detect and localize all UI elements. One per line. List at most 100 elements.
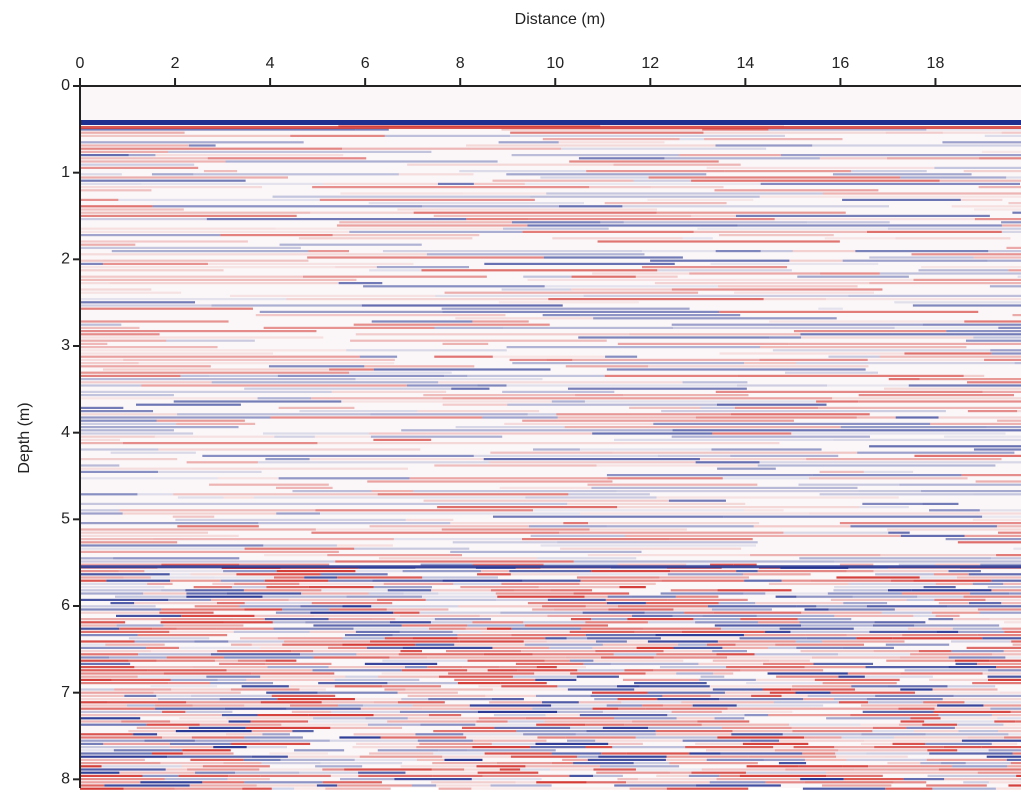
reflection [157,470,262,473]
reflection [448,672,535,675]
reflection [520,768,551,771]
reflection [580,314,741,317]
reflection [977,608,1021,611]
reflection [567,387,747,390]
reflection [146,723,200,726]
reflection [103,259,309,262]
reflection [717,467,776,470]
reflection [80,678,112,681]
reflection [1008,269,1021,272]
x-tick-label: 12 [641,55,659,72]
reflection [798,483,900,486]
reflection [251,643,283,646]
reflection [282,643,343,646]
reflection [470,707,533,710]
reflection [380,736,467,739]
reflection [299,771,359,774]
reflection [948,570,981,573]
reflection [244,602,289,605]
reflection [950,640,1012,643]
reflection [781,694,808,697]
reflection [991,714,1021,717]
reflection [80,659,129,662]
reflection [484,262,675,265]
reflection [255,314,506,317]
reflection [592,707,619,710]
reflection [420,563,473,566]
reflection [785,768,855,771]
reflection [775,595,797,598]
reflection [569,630,635,633]
reflection [803,698,834,701]
reflection [565,365,649,368]
reflection [268,365,365,368]
reflection [806,458,1002,461]
reflection [157,698,220,701]
reflection [617,698,658,701]
reflection [596,464,758,467]
reflection [551,704,607,707]
reflection [113,557,240,560]
reflection [545,714,580,717]
reflection [860,704,938,707]
reflection [715,390,983,393]
reflection [667,598,748,601]
reflection [185,589,244,592]
reflection [715,250,761,253]
reflection [80,621,126,624]
reflection [372,579,443,582]
reflection [492,515,724,518]
reflection [383,582,454,585]
reflection [853,627,908,630]
reflection [565,656,602,659]
reflection [224,707,287,710]
reflection [276,512,320,515]
reflection [208,374,278,377]
reflection [718,285,858,288]
reflection [171,688,231,691]
reflection [233,630,310,633]
reflection [109,656,167,659]
reflection [177,496,224,499]
reflection [818,406,1021,409]
reflection [1012,752,1021,755]
reflection [772,349,991,352]
reflection [80,426,239,429]
reflection [682,381,748,384]
reflection [113,749,183,752]
reflection [279,243,422,246]
reflection [80,608,162,611]
reflection [502,390,615,393]
reflection [307,256,544,259]
reflection [106,579,171,582]
reflection [260,774,331,777]
reflection [80,442,123,445]
reflection [672,429,945,432]
reflection [320,573,388,576]
reflection [80,512,123,515]
reflection [80,565,1021,569]
reflection [866,605,948,608]
reflection [996,525,1021,528]
reflection [895,237,1011,240]
reflection [934,707,991,710]
reflection [828,608,895,611]
reflection [856,637,893,640]
reflection [934,598,986,601]
reflection [478,717,526,720]
reflection [648,176,705,179]
reflection [80,682,169,685]
reflection [290,134,385,137]
reflection [629,333,801,336]
reflection [854,768,939,771]
reflection [220,234,333,237]
reflection [485,694,536,697]
reflection [504,422,654,425]
reflection [407,163,614,166]
reflection [104,784,190,787]
reflection [977,634,1021,637]
reflection [843,602,888,605]
reflection [913,730,959,733]
reflection [102,368,330,371]
reflection [515,781,537,784]
